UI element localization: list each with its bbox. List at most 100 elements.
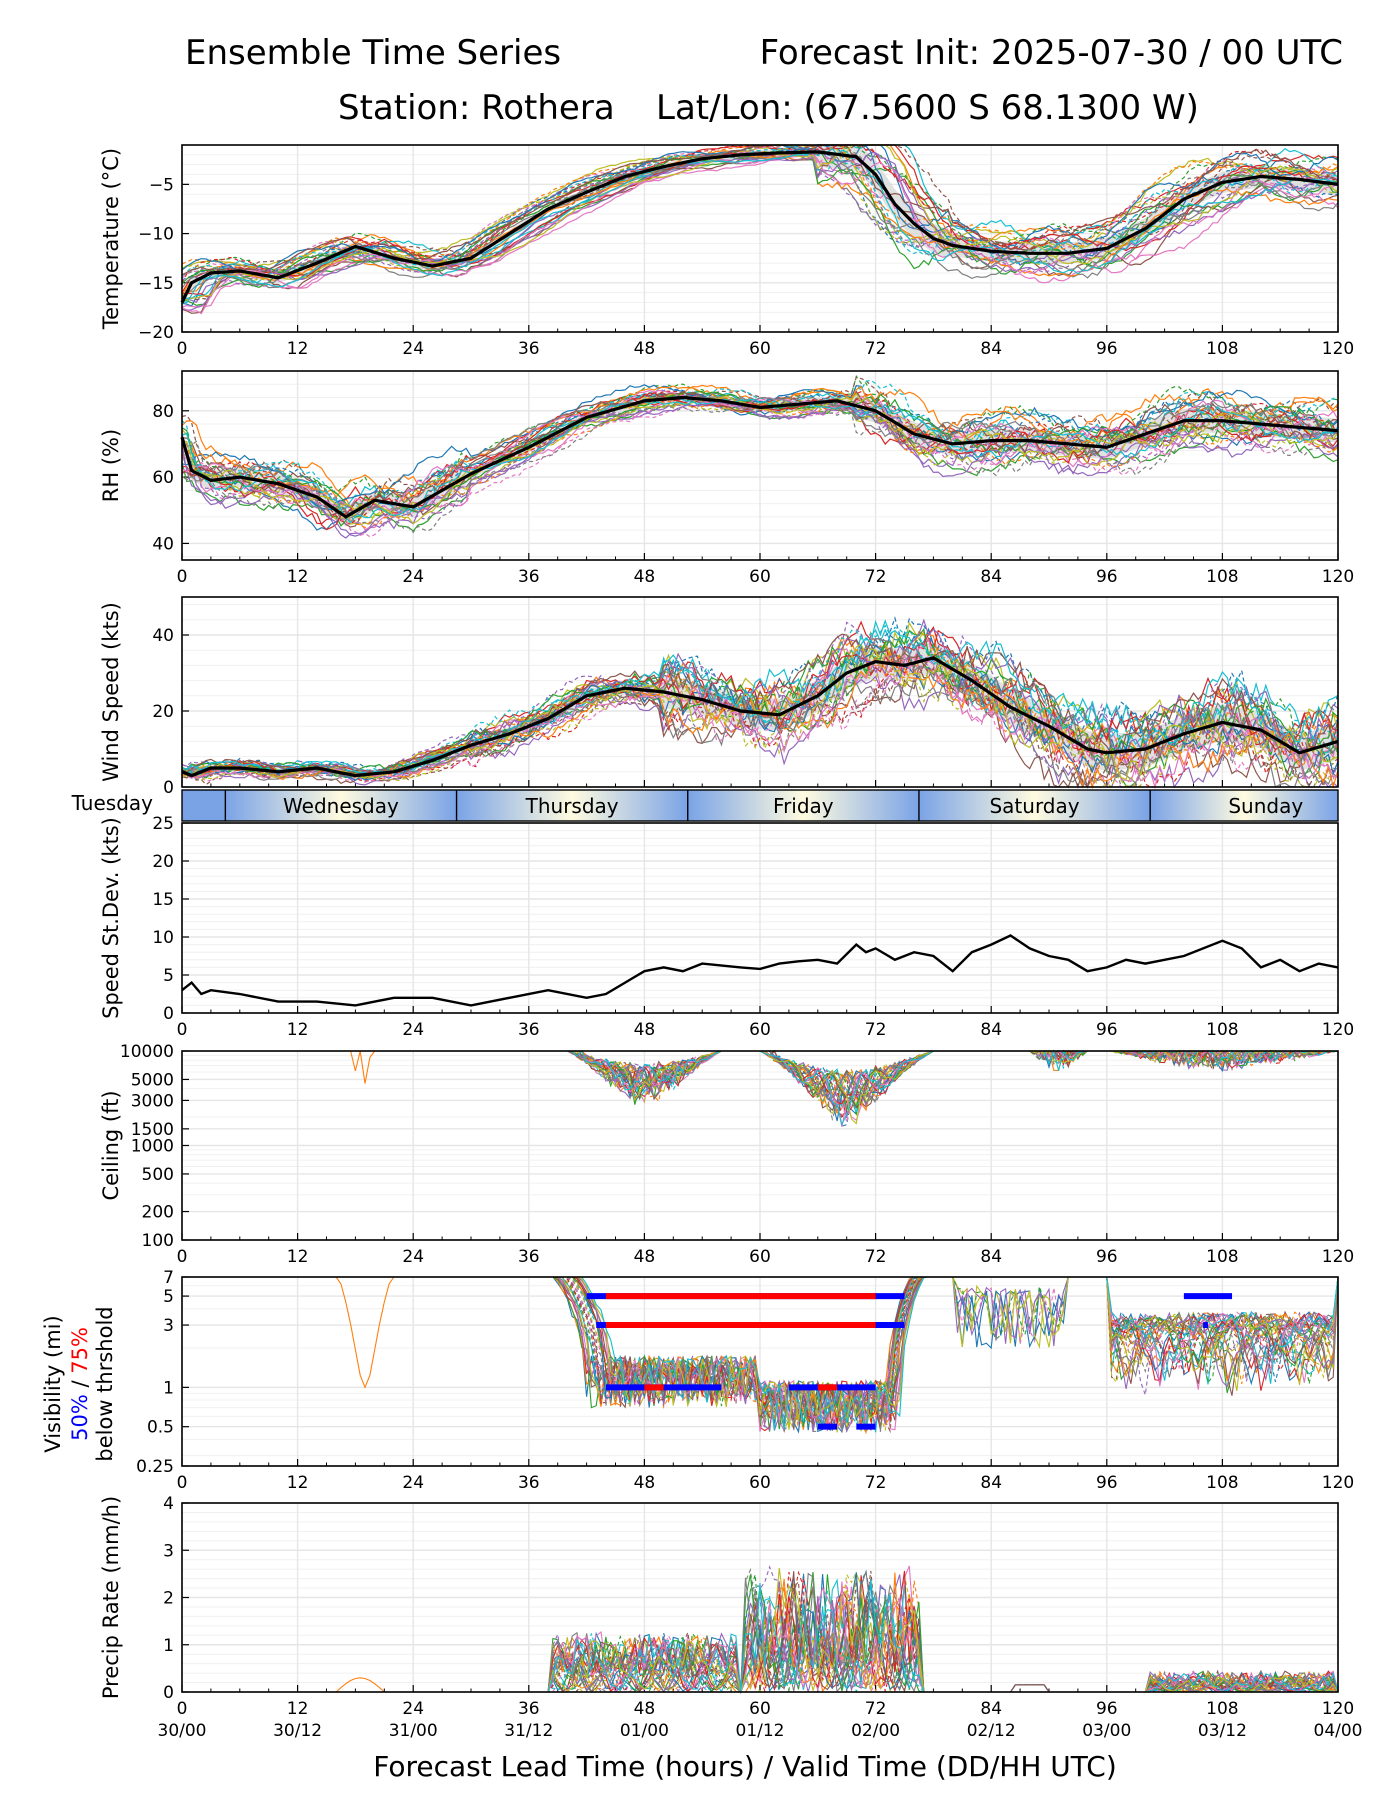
temperature-ylabel: Temperature (°C)	[99, 148, 123, 330]
day-cell	[225, 790, 457, 821]
rh-xtick-label: 36	[518, 567, 540, 587]
precip-xtick-label: 36	[518, 1699, 540, 1719]
visibility-ylabel-line3: below thrshold	[93, 1306, 117, 1461]
wind-member-line	[181, 619, 1339, 775]
speed_stdev-ytick-label: 0	[163, 1004, 174, 1024]
x-axis-label: Forecast Lead Time (hours) / Valid Time …	[373, 1750, 1117, 1783]
day-band-frame	[181, 789, 1339, 822]
speed_stdev-ytick-label: 10	[152, 928, 174, 948]
ceiling-xtick-label: 0	[177, 1247, 188, 1267]
speed_stdev-axes-frame	[181, 822, 1339, 1014]
ceiling-xtick-label: 72	[865, 1247, 887, 1267]
visibility-ytick-label: 0.25	[136, 1457, 174, 1477]
rh-xtick-label: 0	[177, 567, 188, 587]
rh-xtick-label: 12	[287, 567, 309, 587]
ceiling-xtick-label: 60	[749, 1247, 771, 1267]
precip-ytick-label: 3	[163, 1541, 174, 1561]
rh-ytick-label: 40	[152, 534, 174, 554]
ceiling-xtick-label: 48	[634, 1247, 656, 1267]
valid-time-label: 03/00	[1082, 1721, 1131, 1741]
speed_stdev-xtick-label: 120	[1322, 1020, 1354, 1040]
rh-mean-line	[180, 395, 1339, 519]
precip-xtick-label: 120	[1322, 1699, 1354, 1719]
visibility-xtick-label: 120	[1322, 1473, 1354, 1493]
visibility-xtick-label: 84	[980, 1473, 1002, 1493]
visibility-xtick-label: 12	[287, 1473, 309, 1493]
speed_stdev-xtick-label: 48	[634, 1020, 656, 1040]
visibility-p75-label: 75%	[68, 1327, 92, 1374]
visibility-ylabel: Visibility (mi)	[41, 1315, 65, 1452]
rh-ylabel: RH (%)	[99, 429, 123, 502]
wind-member-line	[181, 653, 1339, 790]
ceiling-ytick-label: 200	[142, 1203, 174, 1223]
visibility-axes-frame	[181, 1276, 1339, 1467]
ceiling-ytick-label: 100	[142, 1231, 174, 1251]
temperature-member-line	[181, 151, 1339, 315]
wind-ylabel: Wind Speed (kts)	[99, 602, 123, 782]
visibility-ytick-label: 5	[163, 1287, 174, 1307]
ceiling-xtick-label: 36	[518, 1247, 540, 1267]
rh-ytick-label: 80	[152, 402, 174, 422]
temperature-xtick-label: 24	[402, 339, 424, 359]
speed_stdev-xtick-label: 12	[287, 1020, 309, 1040]
precip-xtick-label: 96	[1096, 1699, 1118, 1719]
rh-member-line	[181, 395, 1339, 515]
wind-member-line	[181, 624, 1339, 773]
rh-xtick-label: 72	[865, 567, 887, 587]
visibility-panel: 0.25 0.5 1 3 57 0 12 24 36 48 60 72 84 96 108 120	[136, 1268, 1354, 1493]
rh-member-line	[181, 405, 1339, 534]
precip-ylabel: Precip Rate (mm/h)	[99, 1496, 123, 1699]
ceiling-xtick-label: 108	[1206, 1247, 1238, 1267]
rh-xtick-label: 48	[634, 567, 656, 587]
ceiling-xtick-label: 84	[980, 1247, 1002, 1267]
visibility-xtick-label: 0	[177, 1473, 188, 1493]
ceiling-ylabel: Ceiling (ft)	[99, 1090, 123, 1200]
precip-xtick-label: 84	[980, 1699, 1002, 1719]
ceiling-xtick-label: 24	[402, 1247, 424, 1267]
visibility-ytick-label: 1	[163, 1378, 174, 1398]
visibility-xtick-label: 60	[749, 1473, 771, 1493]
speed_stdev-ylabel: Speed St.Dev. (kts)	[99, 817, 123, 1019]
rh-panel: 40 60 80 0 12 24 36 48 60 72 84 96 108 120 RH (%)	[99, 370, 1354, 587]
visibility-ylabel-line1: Visibility (mi)	[41, 1315, 65, 1452]
visibility-ylabel-line3-wrap: below thrshold	[93, 1306, 117, 1461]
day-cell	[687, 790, 919, 821]
precip-xtick-label: 0	[177, 1699, 188, 1719]
valid-time-label: 30/12	[273, 1721, 322, 1741]
speed_stdev-xtick-label: 72	[865, 1020, 887, 1040]
temperature-member-line	[181, 150, 1338, 289]
day-label: Friday	[773, 794, 834, 818]
temperature-xtick-label: 72	[865, 339, 887, 359]
temperature-ytick-label: −10	[138, 225, 174, 245]
valid-time-label: 01/12	[736, 1721, 785, 1741]
day-label: Wednesday	[283, 794, 399, 818]
day-cell	[918, 790, 1151, 821]
rh-member-line	[181, 401, 1339, 539]
speed_stdev-xtick-label: 36	[518, 1020, 540, 1040]
wind-mean-line	[181, 656, 1339, 778]
wind-ytick-label: 40	[152, 626, 174, 646]
speed_stdev-xtick-label: 108	[1206, 1020, 1238, 1040]
ceiling-ytick-label: 1500	[131, 1120, 174, 1140]
temperature-panel: −20 −15 −10 −5 0 12 24 36 48 60 72 84 96 108 120 Temper…	[99, 144, 1354, 359]
speed-stdev-line	[181, 934, 1339, 1007]
precip-ytick-label: 2	[163, 1589, 174, 1609]
temperature-xtick-label: 60	[749, 339, 771, 359]
visibility-xtick-label: 108	[1206, 1473, 1238, 1493]
rh-member-line	[181, 390, 1339, 526]
visibility-ytick-label: 0.5	[147, 1418, 174, 1438]
speed_stdev-xtick-label: 0	[177, 1020, 188, 1040]
rh-xtick-label: 120	[1322, 567, 1354, 587]
speed_stdev-xtick-label: 96	[1096, 1020, 1118, 1040]
speed_stdev-ytick-label: 20	[152, 852, 174, 872]
visibility-xtick-label: 72	[865, 1473, 887, 1493]
precip-xtick-label: 48	[634, 1699, 656, 1719]
day-cell	[456, 790, 688, 821]
svg-text:50% / 75%: 50% / 75%	[68, 1327, 92, 1441]
visibility-xtick-label: 96	[1096, 1473, 1118, 1493]
temperature-axes-frame	[181, 144, 1339, 333]
rh-axes-frame	[181, 370, 1339, 561]
